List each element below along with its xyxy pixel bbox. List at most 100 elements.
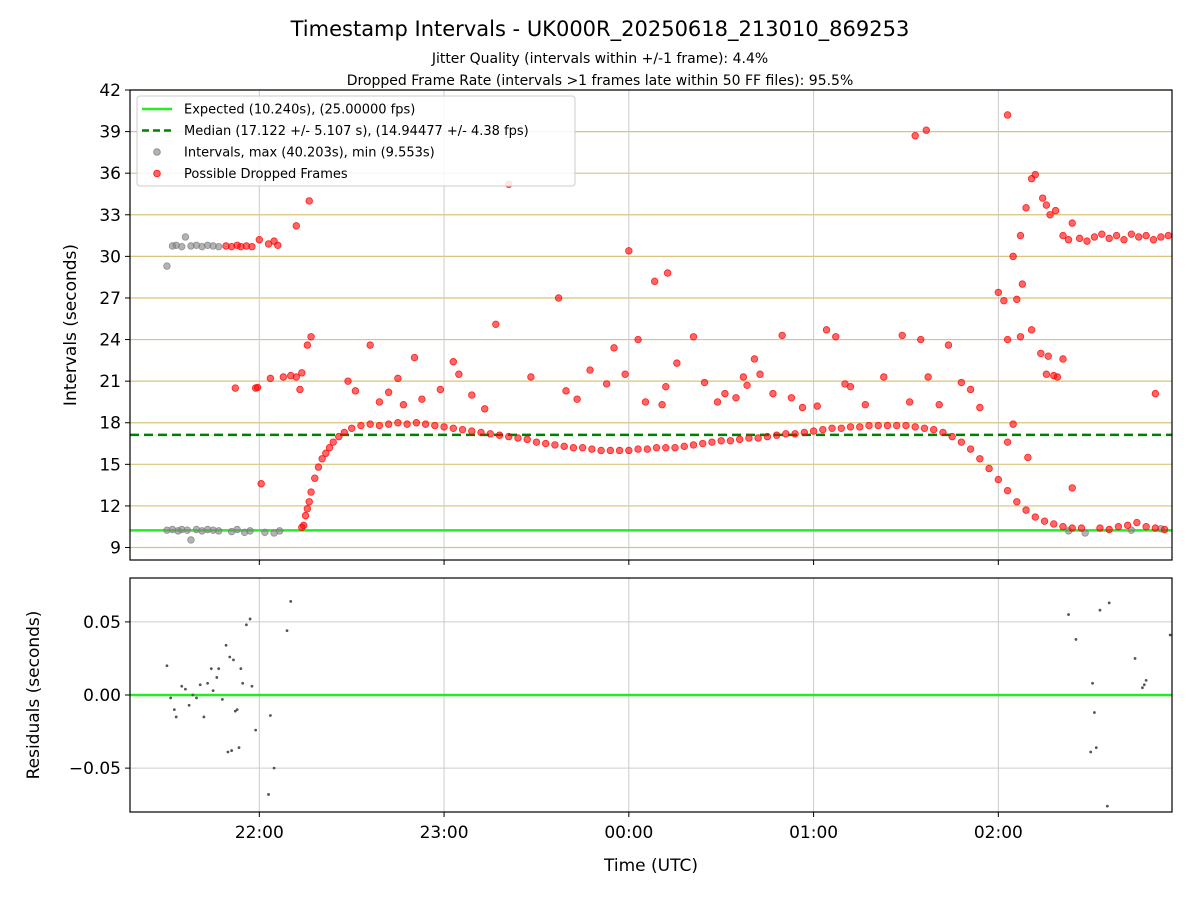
y-tick-label: 39 [99,123,121,143]
legend: Expected (10.240s), (25.00000 fps) Median… [136,95,576,187]
dropped-frame-point [610,344,618,352]
ticks-layer: 9 12 15 18 21 24 27 30 33 36 39 42 0.05 0.00 −0.05 22:0… [69,81,1023,843]
dropped-frame-point [787,394,796,402]
x-tick-label: 22:00 [235,823,284,843]
dropped-frame-point [532,438,541,446]
dropped-frame-point [384,388,393,396]
dropped-frame-point [615,446,624,455]
dropped-frame-point [1059,523,1067,531]
dropped-frame-point [340,428,349,437]
dropped-frame-point [689,333,698,341]
dropped-frame-point [832,333,840,341]
dropped-frame-point [257,480,265,488]
interval-point [214,527,223,535]
residual-point [195,696,198,700]
dropped-frame-point [322,449,330,457]
dropped-frame-point [778,331,786,340]
dropped-frame-point [514,434,522,442]
dropped-frame-point [924,373,932,381]
dropped-frame-point [1090,233,1099,241]
dropped-frame-point [800,428,809,437]
dropped-frame-point [307,488,315,496]
dropped-frame-point [486,430,494,438]
dropped-frame-point [1053,373,1062,381]
interval-point [163,262,171,270]
dropped-frame-point [939,428,947,437]
dropped-frame-point [893,421,901,430]
residual-point [1168,633,1172,637]
dropped-frame-point [643,445,652,453]
dropped-frame-point [846,382,855,391]
dropped-frame-point [917,335,925,344]
dropped-frame-point [1013,295,1021,304]
dropped-frame-point [394,374,402,383]
residual-point [239,667,243,671]
dropped-frame-point [717,437,725,445]
interval-point [178,242,186,251]
dropped-frame-point [699,439,707,448]
dropped-frame-point [662,443,670,452]
interval-point [233,525,241,534]
dropped-frame-point [745,434,753,442]
dropped-frame-point [739,373,748,381]
x-axis-label: Time (UTC) [603,856,698,876]
dropped-frame-point [846,423,855,431]
x-tick-label: 23:00 [420,823,469,843]
dropped-frame-point [431,421,439,430]
dropped-frame-point [1003,486,1012,495]
dropped-frame-point [1127,230,1136,238]
y-tick-label: 42 [99,81,121,101]
dropped-frame-point [935,401,943,409]
dropped-frame-point [554,294,563,302]
y-tick-label: 30 [99,247,121,267]
dropped-frame-point [1112,231,1121,240]
y-tick-label: 12 [99,497,121,517]
dropped-frame-point [911,132,919,140]
y-tick-label: 9 [110,539,121,559]
residual-point [206,681,209,685]
dropped-frame-point [314,463,323,471]
residual-point [169,696,173,700]
dropped-frame-point [809,427,818,435]
dropped-frame-point [798,403,807,412]
dropped-frame-point [421,420,430,428]
dropped-frame-point [1016,231,1025,240]
dropped-frame-point [689,441,698,449]
dropped-frame-point [344,377,352,385]
legend-box [136,95,576,187]
dropped-frame-point [440,423,448,431]
dropped-frame-point [1075,234,1084,243]
dropped-frame-point [985,464,993,473]
dropped-frame-point [700,378,709,387]
dropped-frame-point [813,402,821,410]
dropped-frame-point [1077,524,1086,532]
dropped-frame-point [1031,170,1039,179]
residual-point [248,617,252,621]
dropped-frame-point [231,384,240,392]
dropped-frame-point [298,369,306,377]
residual-point [198,683,202,687]
dropped-frame-point [307,333,315,341]
dropped-frame-point [1009,252,1017,261]
residual-point [232,658,235,662]
dropped-frame-point [1046,211,1054,219]
dropped-frame-point [279,373,288,381]
dropped-frame-point [769,389,777,398]
dropped-frame-point [560,442,568,451]
dropped-frame-point [492,320,500,329]
dropped-frame-point [1022,204,1030,212]
dropped-frame-point [412,419,421,427]
dropped-frame-point [351,387,360,395]
dropped-frame-point [253,383,262,392]
interval-point [275,527,284,535]
x-tick-label: 01:00 [789,823,838,843]
dropped-frame-point [375,398,384,406]
dropped-frame-point [1120,236,1128,244]
x-tick-label: 00:00 [604,823,653,843]
interval-point [261,528,269,536]
dropped-frame-point [837,424,845,432]
dropped-frame-point [1000,297,1008,305]
dropped-frame-point [756,370,764,378]
dropped-frame-point [994,475,1003,484]
dropped-frame-point [865,421,873,430]
